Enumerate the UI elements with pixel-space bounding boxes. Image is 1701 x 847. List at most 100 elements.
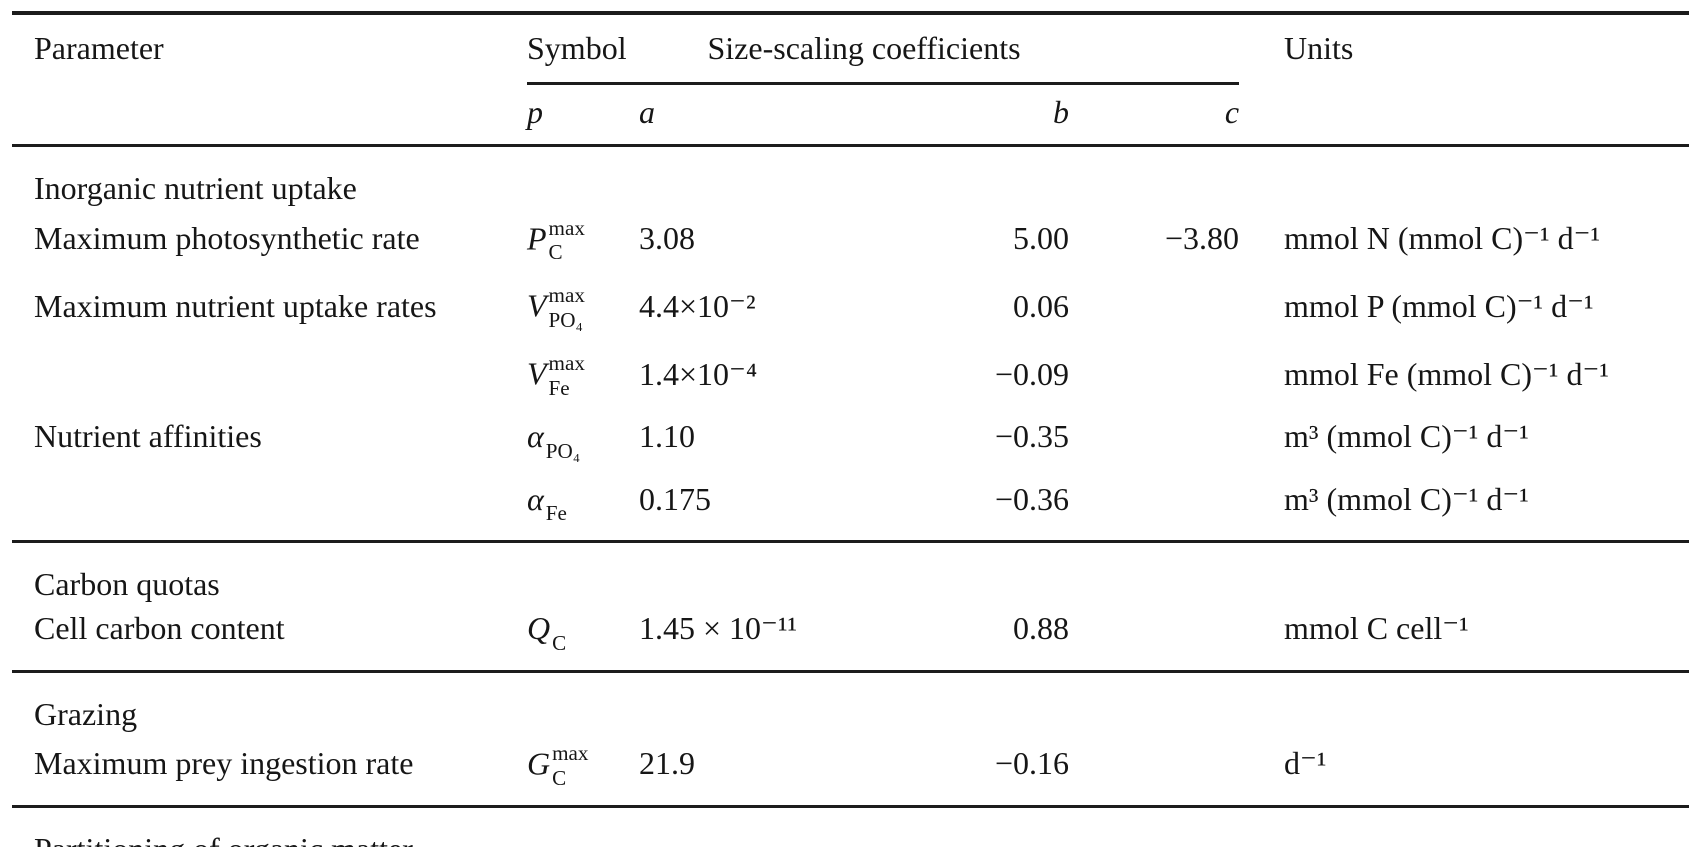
coeff-c-cell xyxy=(1069,602,1240,673)
parameter-cell xyxy=(12,342,527,410)
header-symbol: Symbol xyxy=(527,13,639,86)
coeff-c-cell xyxy=(1069,731,1240,808)
symbol-supsub: PO₄ xyxy=(546,439,580,464)
table-row: α Fe 0.175 −0.36 m³ (mmol C)⁻¹ d⁻¹ xyxy=(12,472,1690,544)
coeff-a-cell: 21.9 xyxy=(639,731,924,808)
coeff-b-cell: 5.00 xyxy=(1013,219,1069,256)
coeff-a-cell: 3.08 xyxy=(639,219,695,256)
units-cell: mmol P (mmol C)⁻¹ d⁻¹ xyxy=(1284,287,1594,324)
coeff-c-cell xyxy=(1069,274,1239,342)
empty-cell xyxy=(527,146,1689,207)
symbol-subscript: C xyxy=(552,765,567,790)
coeff-c-cell xyxy=(1069,342,1239,410)
table-row: Nutrient affinities α PO₄ 1.10 −0.35 m³ (… xyxy=(12,410,1689,472)
coeff-b-cell: −0.16 xyxy=(924,731,1069,808)
parameter-cell: Maximum prey ingestion rate xyxy=(12,731,527,808)
empty-cell xyxy=(527,671,1689,732)
symbol-supsub: max C xyxy=(552,741,588,791)
section-title-row: Carbon quotas xyxy=(12,542,1689,603)
parameter-cell: Maximum nutrient uptake rates xyxy=(34,287,437,324)
section-title: Partitioning of organic matter xyxy=(12,806,527,847)
coeff-b-cell: 0.06 xyxy=(1013,287,1069,324)
parameter-cell xyxy=(12,472,527,544)
header-row: Parameter Symbol Size-scaling coefficien… xyxy=(12,13,1689,86)
subheader-c: c xyxy=(1069,83,1240,148)
coeff-c-cell: −3.80 xyxy=(1164,219,1240,256)
subheader-a: a xyxy=(639,83,924,148)
symbol-subscript: C xyxy=(548,240,563,265)
empty-cell xyxy=(527,542,1689,603)
symbol-base: V xyxy=(527,287,547,324)
symbol-cell: α Fe xyxy=(527,472,639,544)
section-title: Grazing xyxy=(34,695,138,732)
subheader-row: p a b c xyxy=(12,83,1690,148)
parameter-cell: Nutrient affinities xyxy=(34,418,262,455)
symbol-supsub: C xyxy=(552,631,566,656)
coeff-c-cell xyxy=(1069,410,1239,472)
symbol-supsub: Fe xyxy=(546,501,567,526)
symbol-base: α xyxy=(527,480,544,517)
symbol-subscript: PO₄ xyxy=(545,438,581,463)
section-title-row: Inorganic nutrient uptake xyxy=(12,146,1689,207)
symbol-superscript: max xyxy=(548,283,585,308)
section-title: Inorganic nutrient uptake xyxy=(34,170,357,207)
units-cell: mmol N (mmol C)⁻¹ d⁻¹ xyxy=(1284,219,1601,256)
symbol-base: P xyxy=(527,219,547,256)
coeff-a-cell: 1.45 × 10⁻¹¹ xyxy=(639,602,924,673)
symbol-subscript: PO₄ xyxy=(548,308,583,333)
coeff-c-cell xyxy=(1069,472,1240,544)
units-cell: mmol C cell⁻¹ xyxy=(1239,602,1690,673)
header-size-scaling-coefficients: Size-scaling coefficients xyxy=(639,13,1240,86)
coeff-b-cell: −0.35 xyxy=(994,418,1069,455)
coeff-a-cell: 1.4×10⁻⁴ xyxy=(639,355,758,392)
coeff-a-cell: 0.175 xyxy=(639,472,924,544)
symbol-base: G xyxy=(527,745,551,782)
subheader-p: p xyxy=(527,83,639,148)
symbol-supsub: max Fe xyxy=(549,351,585,401)
subheader-empty xyxy=(1239,83,1690,148)
symbol-base: α xyxy=(527,418,544,455)
coeff-b-cell: −0.36 xyxy=(924,472,1069,544)
symbol-superscript: max xyxy=(548,351,585,376)
symbol-subscript: Fe xyxy=(548,376,570,401)
units-cell: mmol Fe (mmol C)⁻¹ d⁻¹ xyxy=(1284,355,1609,392)
units-cell: d⁻¹ xyxy=(1239,731,1690,808)
coeff-b-cell: 0.88 xyxy=(924,602,1069,673)
section-title-row: Grazing xyxy=(12,671,1689,732)
symbol-subscript: Fe xyxy=(545,501,567,526)
coeff-b-cell: −0.09 xyxy=(994,355,1069,392)
coeff-a-cell: 4.4×10⁻² xyxy=(639,287,756,324)
symbol-subscript: C xyxy=(552,630,567,655)
parameters-table: Parameter Symbol Size-scaling coefficien… xyxy=(12,11,1690,847)
symbol-base: Q xyxy=(527,610,551,647)
symbol-superscript: max xyxy=(552,740,589,765)
units-cell: m³ (mmol C)⁻¹ d⁻¹ xyxy=(1239,472,1690,544)
header-parameter: Parameter xyxy=(34,30,164,66)
symbol-base: V xyxy=(527,355,547,392)
parameter-cell: Maximum photosynthetic rate xyxy=(34,219,420,256)
section-title-row: Partitioning of organic matter xyxy=(12,806,1689,847)
symbol-supsub: max PO₄ xyxy=(549,283,585,333)
parameter-cell: Cell carbon content xyxy=(12,602,527,673)
coeff-a-cell: 1.10 xyxy=(639,418,695,455)
subheader-b: b xyxy=(924,83,1069,148)
subheader-empty xyxy=(12,83,527,148)
section-title: Carbon quotas xyxy=(34,566,220,603)
symbol-supsub: max C xyxy=(549,216,585,266)
header-units: Units xyxy=(1284,30,1354,66)
symbol-superscript: max xyxy=(548,215,585,240)
units-cell: m³ (mmol C)⁻¹ d⁻¹ xyxy=(1284,418,1529,455)
empty-cell xyxy=(527,806,1689,847)
symbol-cell: α PO₄ xyxy=(527,410,639,472)
